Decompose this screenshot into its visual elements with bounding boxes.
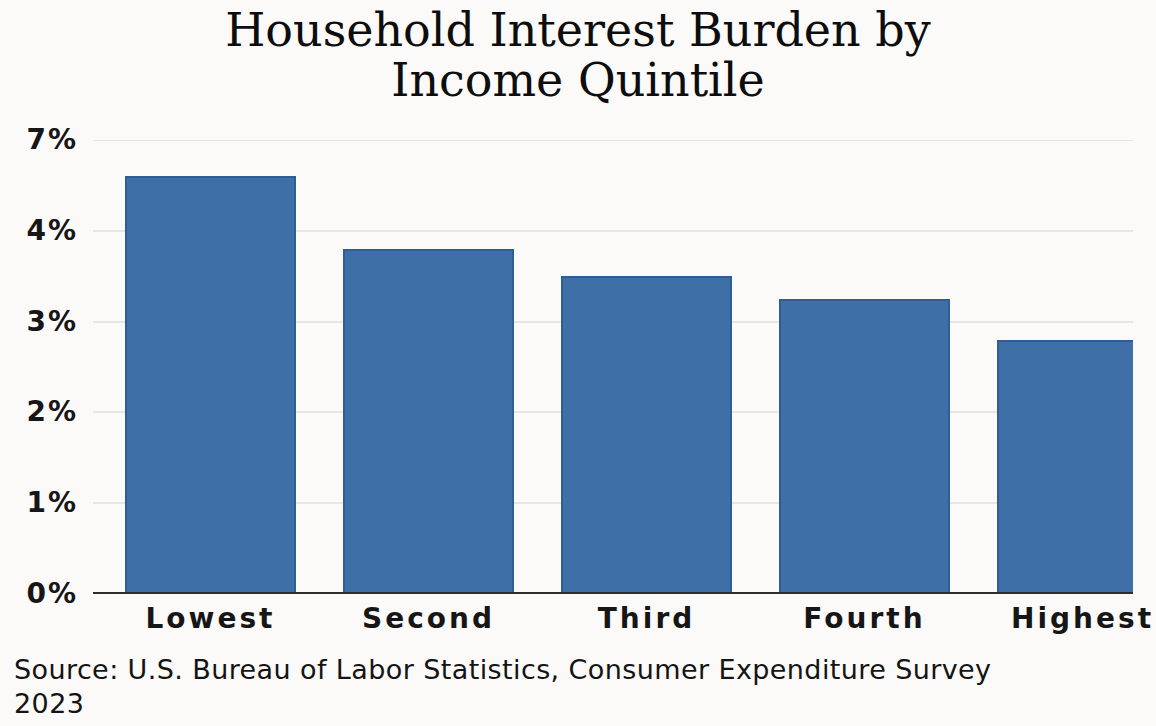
bar-highest — [997, 340, 1133, 594]
y-tick-label: 3% — [0, 305, 78, 339]
chart-canvas: Household Interest Burden by Income Quin… — [0, 0, 1156, 726]
x-tick-label: Second — [334, 602, 524, 636]
plot-area — [93, 140, 1133, 594]
y-tick-label: 1% — [0, 486, 78, 520]
source-line-1: Source: U.S. Bureau of Labor Statistics,… — [14, 653, 992, 687]
x-tick-label: Fourth — [770, 602, 960, 636]
x-tick-label: Lowest — [116, 602, 306, 636]
x-tick-label: Third — [552, 602, 742, 636]
y-tick-label: 4% — [0, 214, 78, 248]
x-tick-label: Highest — [988, 602, 1156, 636]
source-line-2: 2023 — [14, 687, 992, 721]
chart-title-line-2: Income Quintile — [0, 56, 1156, 106]
chart-title-line-1: Household Interest Burden by — [0, 6, 1156, 56]
y-tick-label: 2% — [0, 395, 78, 429]
bar-third — [561, 276, 732, 594]
source-note: Source: U.S. Bureau of Labor Statistics,… — [14, 653, 992, 721]
y-tick-label: 7% — [0, 123, 78, 157]
bar-lowest — [125, 176, 296, 594]
gridline — [93, 140, 1133, 141]
y-tick-label: 0% — [0, 577, 78, 611]
chart-title: Household Interest Burden by Income Quin… — [0, 6, 1156, 105]
bar-fourth — [779, 299, 950, 594]
x-axis-line — [93, 592, 1133, 594]
bar-second — [343, 249, 514, 594]
